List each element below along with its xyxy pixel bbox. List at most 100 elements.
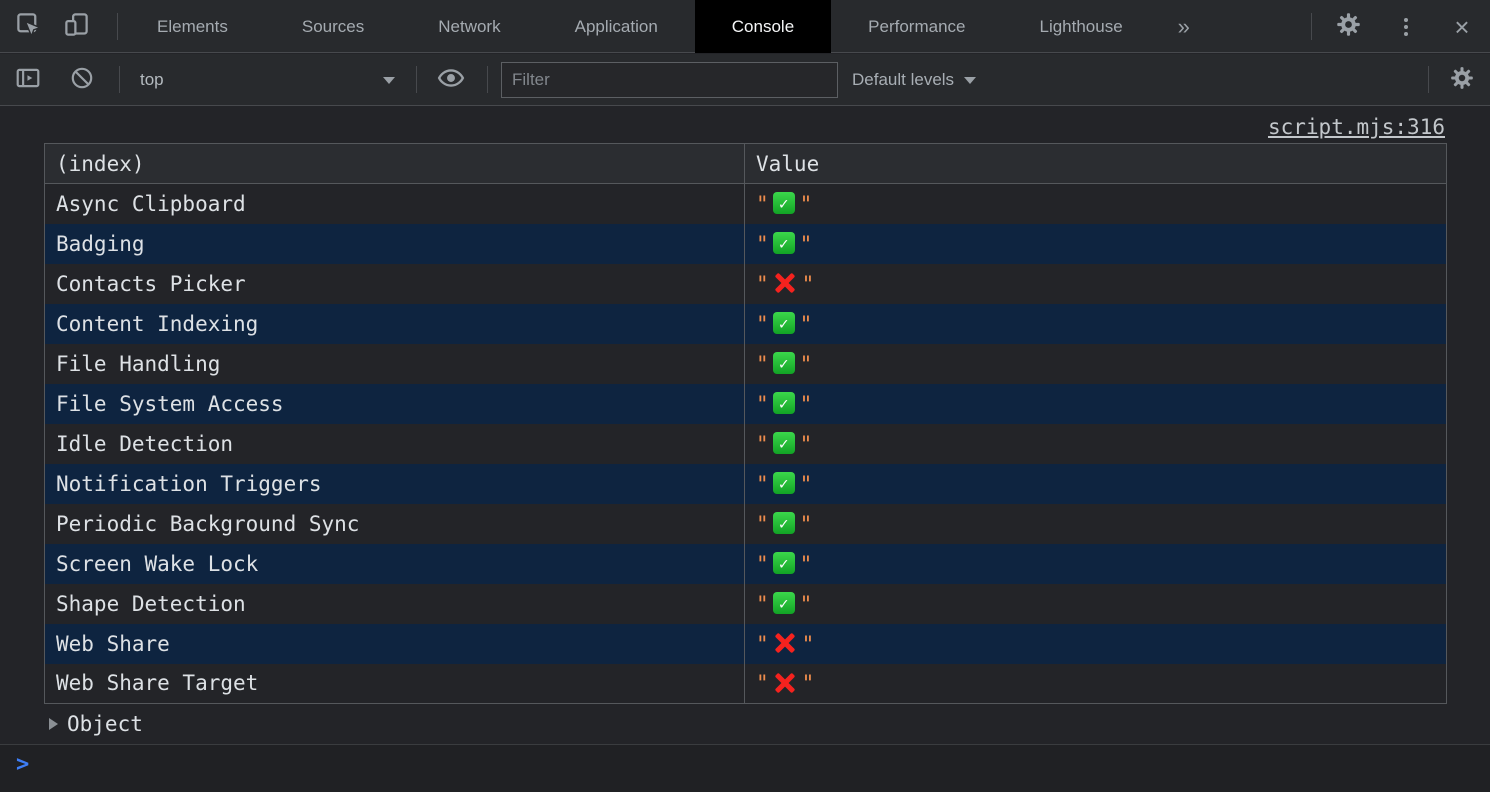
object-expander[interactable]: Object: [0, 704, 1490, 744]
tab-application[interactable]: Application: [574, 16, 658, 36]
value-cell: " ✓ ": [756, 511, 813, 536]
table-row: Idle Detection " ✓ ": [44, 423, 1447, 464]
index-cell: Web Share Target: [44, 663, 745, 704]
console-messages-area: script.mjs:316 (index) Value Async Clipb…: [0, 107, 1490, 792]
check-mark-emoji-icon: ✓: [772, 472, 795, 494]
device-toolbar-button[interactable]: [62, 13, 90, 41]
index-cell: File System Access: [44, 383, 745, 424]
toolbar-divider: [119, 66, 120, 93]
table-header-row: (index) Value: [44, 143, 1447, 184]
tab-lighthouse[interactable]: Lighthouse: [1039, 16, 1123, 36]
table-row: File System Access " ✓ ": [44, 383, 1447, 424]
settings-button[interactable]: [1334, 13, 1362, 41]
table-row: Async Clipboard " ✓ ": [44, 183, 1447, 224]
table-row: Screen Wake Lock " ✓ ": [44, 543, 1447, 584]
tab-elements[interactable]: Elements: [157, 16, 228, 36]
panel-tabs: Elements Sources Network Application Console…: [120, 0, 1208, 53]
chevron-down-icon: [964, 76, 977, 84]
prompt-separator: [0, 744, 1490, 745]
check-mark-emoji-icon: ✓: [772, 592, 795, 614]
value-cell: " ✓ ": [756, 351, 813, 376]
console-settings-button[interactable]: [1448, 66, 1476, 94]
check-mark-emoji-icon: ✓: [772, 392, 795, 414]
value-cell: " ✓ ": [756, 191, 813, 216]
sidebar-toggle-icon: [15, 65, 41, 96]
check-mark-emoji-icon: ✓: [772, 232, 795, 254]
table-row: Web Share " ": [44, 623, 1447, 664]
log-levels-select[interactable]: Default levels: [852, 54, 977, 106]
close-devtools-button[interactable]: ×: [1448, 13, 1476, 41]
check-mark-emoji-icon: ✓: [772, 552, 795, 574]
index-cell: Async Clipboard: [44, 183, 745, 224]
log-levels-label: Default levels: [852, 70, 955, 89]
check-mark-emoji-icon: ✓: [772, 312, 795, 334]
cross-mark-emoji-icon: [773, 672, 797, 694]
cross-mark-emoji-icon: [773, 272, 797, 294]
inspect-cursor-icon: [15, 11, 42, 43]
index-cell: Web Share: [44, 623, 745, 664]
tab-console[interactable]: Console: [694, 0, 832, 53]
check-mark-emoji-icon: ✓: [772, 432, 795, 454]
more-tabs-button[interactable]: »: [1177, 13, 1190, 39]
toolbar-divider: [416, 66, 417, 93]
table-row: Web Share Target " ": [44, 663, 1447, 704]
index-cell: File Handling: [44, 343, 745, 384]
value-cell: " ✓ ": [756, 471, 813, 496]
devtools-tabbar: Elements Sources Network Application Console…: [0, 0, 1490, 53]
table-row: File Handling " ✓ ": [44, 343, 1447, 384]
column-header-index[interactable]: (index): [44, 143, 745, 184]
value-cell: " ": [756, 671, 815, 696]
table-row: Badging " ✓ ": [44, 223, 1447, 264]
console-table: (index) Value Async Clipboard " ✓ " Badging "…: [44, 143, 1447, 704]
index-cell: Idle Detection: [44, 423, 745, 464]
clear-console-button[interactable]: [68, 66, 96, 94]
table-row: Periodic Background Sync " ✓ ": [44, 503, 1447, 544]
check-mark-emoji-icon: ✓: [772, 512, 795, 534]
source-location-link[interactable]: script.mjs:316: [1267, 115, 1445, 139]
tab-sources[interactable]: Sources: [301, 16, 365, 36]
filter-input[interactable]: [502, 63, 837, 97]
tab-performance[interactable]: Performance: [868, 16, 966, 36]
column-header-value[interactable]: Value: [744, 143, 1447, 184]
gear-icon: [1335, 11, 1362, 43]
prompt-chevron-icon: >: [16, 752, 30, 777]
index-cell: Content Indexing: [44, 303, 745, 344]
frame-context-select[interactable]: top: [140, 54, 395, 106]
value-cell: " ": [756, 631, 815, 656]
toolbar-divider: [117, 13, 118, 40]
check-mark-emoji-icon: ✓: [772, 352, 795, 374]
tab-network[interactable]: Network: [438, 16, 501, 36]
eye-icon: [437, 64, 465, 97]
toolbar-divider: [487, 66, 488, 93]
value-cell: " ✓ ": [756, 231, 813, 256]
toolbar-divider: [1311, 13, 1312, 40]
value-cell: " ✓ ": [756, 311, 813, 336]
cross-mark-emoji-icon: [773, 632, 797, 654]
gear-icon: [1449, 65, 1475, 96]
device-toolbar-icon: [63, 11, 90, 43]
index-cell: Notification Triggers: [44, 463, 745, 504]
chevron-down-icon: [383, 76, 395, 84]
create-live-expression-button[interactable]: [437, 66, 465, 94]
table-row: Contacts Picker " ": [44, 263, 1447, 304]
value-cell: " ✓ ": [756, 591, 813, 616]
object-label: Object: [67, 712, 143, 736]
console-sidebar-toggle-button[interactable]: [14, 66, 42, 94]
index-cell: Periodic Background Sync: [44, 503, 745, 544]
disclosure-triangle-icon: [49, 718, 58, 730]
inspect-element-button[interactable]: [14, 13, 42, 41]
kebab-menu-icon: [1404, 18, 1408, 36]
index-cell: Badging: [44, 223, 745, 264]
value-cell: " ": [756, 271, 815, 296]
check-mark-emoji-icon: ✓: [772, 192, 795, 215]
index-cell: Shape Detection: [44, 583, 745, 624]
console-toolbar: top Default levels: [0, 54, 1490, 106]
console-prompt[interactable]: >: [0, 745, 1490, 792]
table-row: Notification Triggers " ✓ ": [44, 463, 1447, 504]
frame-context-value: top: [140, 70, 164, 89]
toolbar-divider: [1428, 66, 1429, 93]
value-cell: " ✓ ": [756, 391, 813, 416]
more-options-button[interactable]: [1392, 13, 1420, 41]
table-row: Content Indexing " ✓ ": [44, 303, 1447, 344]
